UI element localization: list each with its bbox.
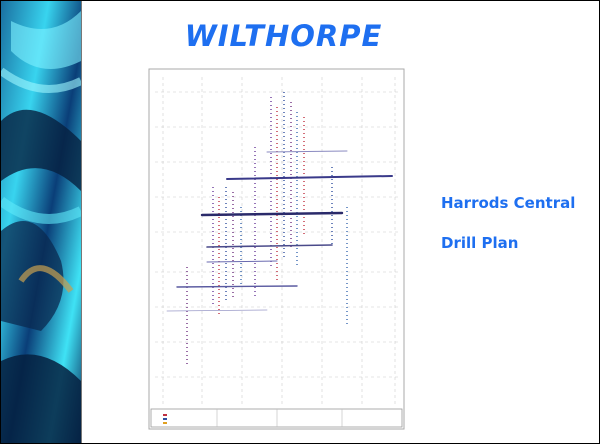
decorative-strip xyxy=(1,1,81,443)
caption-line: Harrods Central xyxy=(441,194,576,212)
drill-plan-map xyxy=(148,68,405,430)
caption-line: Drill Plan xyxy=(441,234,519,252)
slide-title: WILTHORPE xyxy=(184,19,383,53)
divider xyxy=(81,1,82,443)
